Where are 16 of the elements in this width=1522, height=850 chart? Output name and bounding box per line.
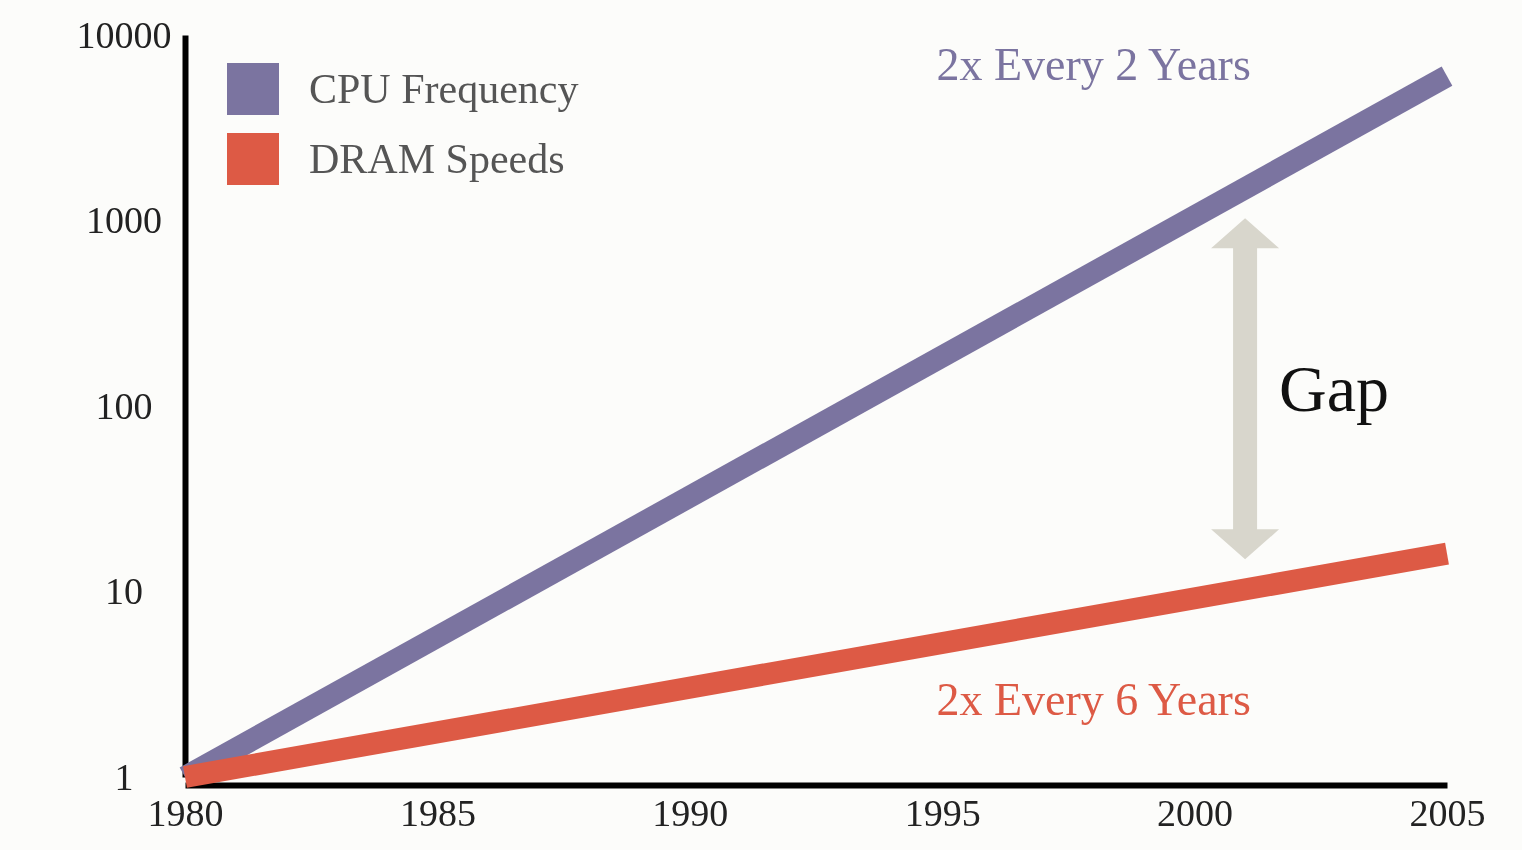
annotation: Gap: [1279, 351, 1390, 425]
annotation: 2x Every 2 Years: [936, 39, 1251, 90]
y-tick-label: 100: [95, 384, 153, 427]
y-tick-label: 10: [105, 570, 143, 613]
x-tick-label: 1990: [652, 791, 729, 834]
x-tick-label: 1985: [399, 791, 476, 834]
x-tick-label: 2005: [1409, 791, 1486, 834]
y-tick-label: 1: [114, 755, 134, 798]
x-tick-label: 2000: [1157, 791, 1234, 834]
annotation: 2x Every 6 Years: [936, 674, 1251, 725]
y-tick-label: 1000: [86, 199, 162, 242]
x-tick-label: 1995: [904, 791, 981, 834]
y-tick-label: 10000: [76, 13, 172, 56]
x-tick-label: 1980: [147, 791, 224, 834]
legend-label: CPU Frequency: [309, 66, 579, 112]
legend-label: DRAM Speeds: [309, 136, 565, 182]
